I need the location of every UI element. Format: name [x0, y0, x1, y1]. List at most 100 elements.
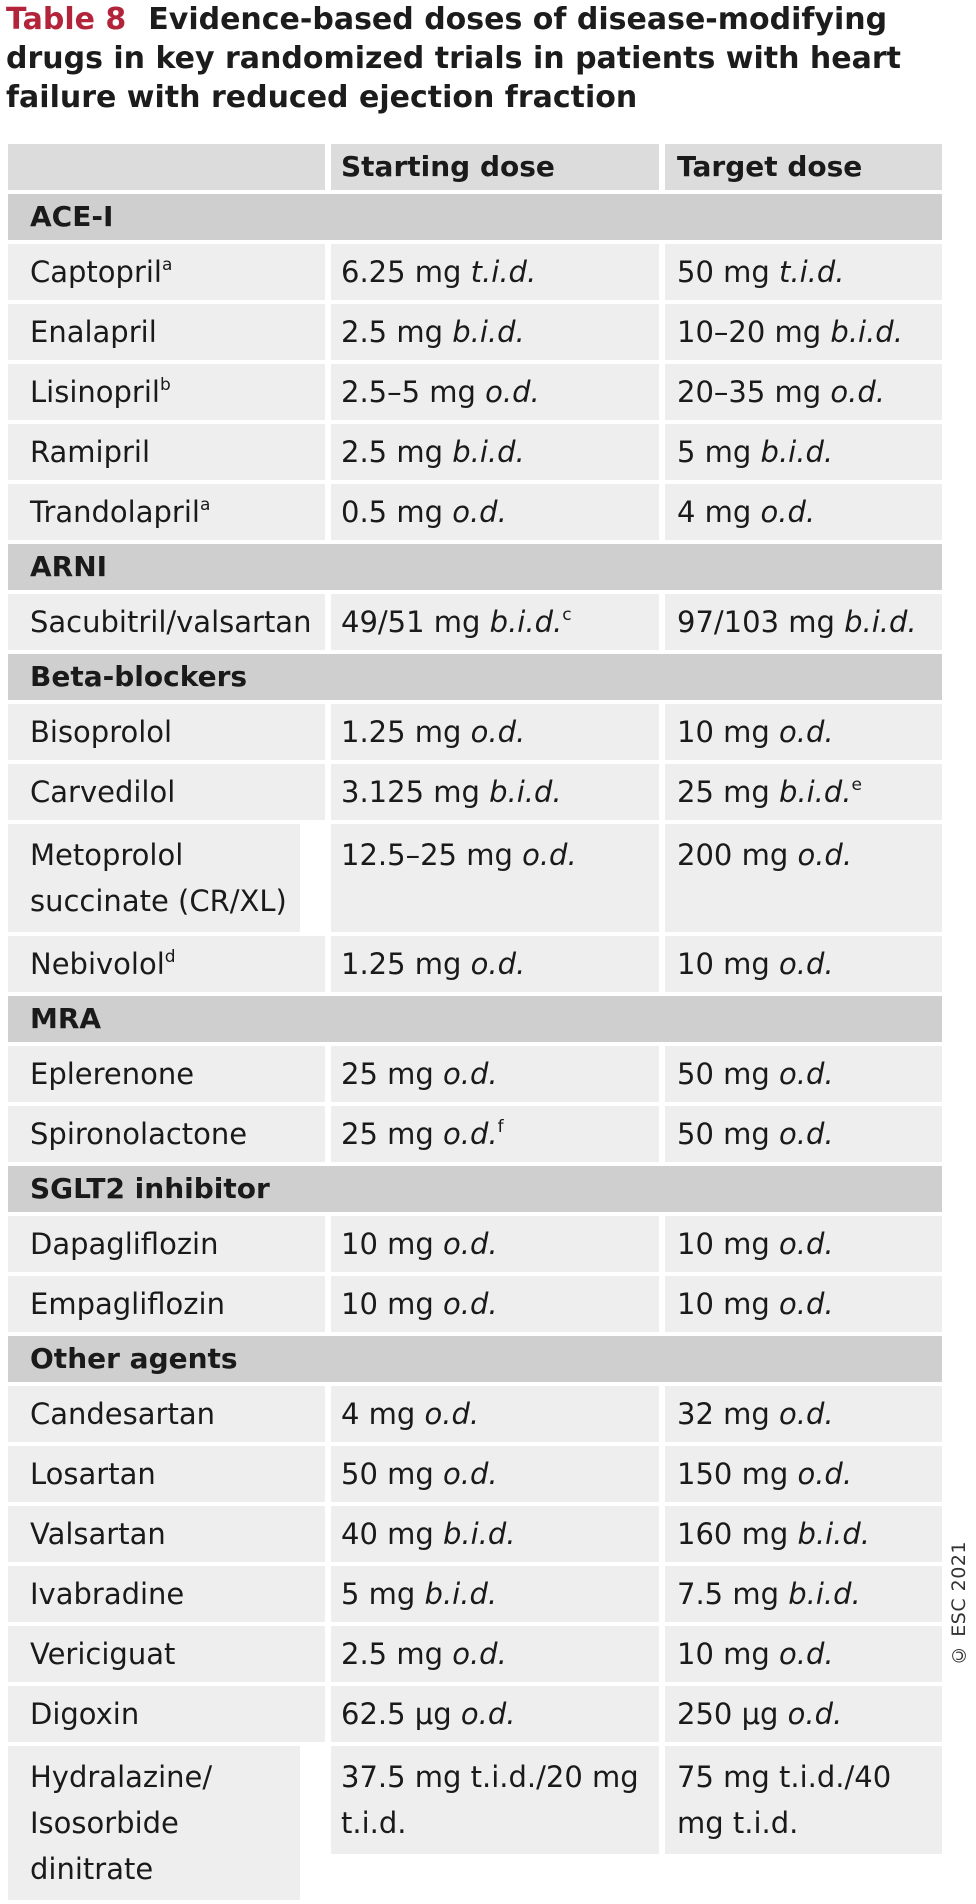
section-title: ACE-I [8, 194, 942, 240]
dose-table: Starting dose Target dose ACE-I Captopril… [8, 140, 942, 1904]
drug-name-cell: Hydralazine/ Isosorbide dinitrate [8, 1746, 300, 1900]
drug-name-cell: Losartan [8, 1446, 325, 1502]
starting-dose-cell-amount: 1.25 mg [341, 715, 462, 749]
starting-dose-cell-amount: 1.25 mg [341, 947, 462, 981]
table-row: Empagliflozin 10 mg o.d. 10 mg o.d. [8, 1276, 942, 1332]
target-dose-cell: 7.5 mg b.i.d. [665, 1566, 942, 1622]
target-dose-cell-amount: 50 mg [677, 1117, 770, 1151]
starting-dose-cell: 2.5–5 mg o.d. [331, 364, 659, 420]
starting-dose-cell-frequency: o.d. [443, 1117, 498, 1151]
target-dose-cell-frequency: o.d. [779, 947, 834, 981]
target-dose-cell-amount: 4 mg [677, 495, 752, 529]
starting-dose-cell-amount: 5 mg [341, 1577, 416, 1611]
target-dose-cell-frequency: o.d. [779, 1057, 834, 1091]
drug-name: Hydralazine/ Isosorbide dinitrate [30, 1760, 213, 1886]
target-dose-cell-frequency: o.d. [779, 1227, 834, 1261]
table-row: Trandolaprila 0.5 mg o.d. 4 mg o.d. [8, 484, 942, 540]
target-dose-cell-frequency: b.i.d. [797, 1517, 870, 1551]
starting-dose-cell: 2.5 mg b.i.d. [331, 424, 659, 480]
target-dose-cell: 10 mg o.d. [665, 936, 942, 992]
target-dose-cell-amount: 160 mg [677, 1517, 789, 1551]
target-dose-cell: 10 mg o.d. [665, 1216, 942, 1272]
starting-dose-cell: 4 mg o.d. [331, 1386, 659, 1442]
table-row: Valsartan 40 mg b.i.d. 160 mg b.i.d. [8, 1506, 942, 1562]
target-dose-cell: 160 mg b.i.d. [665, 1506, 942, 1562]
target-dose-cell: 10 mg o.d. [665, 1276, 942, 1332]
starting-dose-cell: 2.5 mg o.d. [331, 1626, 659, 1682]
target-dose-cell: 200 mg o.d. [665, 824, 942, 932]
target-dose-cell: 250 μg o.d. [665, 1686, 942, 1742]
table-row: Ramipril 2.5 mg b.i.d. 5 mg b.i.d. [8, 424, 942, 480]
section-title: Beta-blockers [8, 654, 942, 700]
target-dose-cell-amount: 25 mg [677, 775, 770, 809]
starting-dose-cell: 40 mg b.i.d. [331, 1506, 659, 1562]
drug-footnote: a [162, 255, 173, 275]
drug-name-cell: Vericiguat [8, 1626, 325, 1682]
table-caption: Evidence-based doses of disease-modifyin… [6, 2, 901, 115]
target-dose-cell-frequency: o.d. [779, 1117, 834, 1151]
drug-name-cell: Valsartan [8, 1506, 325, 1562]
starting-dose-cell: 1.25 mg o.d. [331, 704, 659, 760]
drug-name-cell: Nebivolold [8, 936, 325, 992]
target-dose-cell-frequency: o.d. [787, 1697, 843, 1731]
starting-dose-cell-amount: 2.5–5 mg [341, 375, 476, 409]
target-dose-cell-amount: 10 mg [677, 1637, 770, 1671]
starting-dose-cell-frequency: o.d. [485, 375, 540, 409]
drug-footnote: d [164, 947, 176, 967]
drug-name: Carvedilol [30, 775, 176, 809]
drug-name: Enalapril [30, 315, 157, 349]
starting-dose-cell: 49/51 mg b.i.d.c [331, 594, 659, 650]
target-dose-cell-frequency: b.i.d. [760, 435, 834, 469]
table-row: Spironolactone 25 mg o.d.f 50 mg o.d. [8, 1106, 942, 1162]
starting-dose-cell-frequency: o.d. [443, 1057, 498, 1091]
drug-name-cell: Candesartan [8, 1386, 325, 1442]
drug-name: Empagliflozin [30, 1287, 225, 1321]
starting-dose-cell: 10 mg o.d. [331, 1276, 659, 1332]
starting-dose-cell: 2.5 mg b.i.d. [331, 304, 659, 360]
target-dose-cell: 10 mg o.d. [665, 704, 942, 760]
drug-name: Candesartan [30, 1397, 215, 1431]
target-dose-cell-frequency: b.i.d. [779, 775, 852, 809]
drug-name-cell: Trandolaprila [8, 484, 325, 540]
section-row: ACE-I [8, 194, 942, 240]
target-dose-cell: 97/103 mg b.i.d. [665, 594, 942, 650]
section-title: MRA [8, 996, 942, 1042]
target-dose-cell: 50 mg t.i.d. [665, 244, 942, 300]
target-dose-cell-frequency: o.d. [779, 1397, 834, 1431]
starting-dose-cell-footnote: f [497, 1117, 504, 1137]
header-target-dose: Target dose [665, 144, 942, 190]
table-body: ACE-I Captoprila 6.25 mg t.i.d. 50 mg t.i.d… [8, 194, 942, 1900]
table-row: Sacubitril/valsartan 49/51 mg b.i.d.c 97/1… [8, 594, 942, 650]
starting-dose-cell: 10 mg o.d. [331, 1216, 659, 1272]
target-dose-cell-amount: 20–35 mg [677, 375, 822, 409]
starting-dose-cell: 50 mg o.d. [331, 1446, 659, 1502]
starting-dose-cell-frequency: b.i.d. [452, 315, 525, 349]
drug-footnote: a [199, 495, 211, 515]
table-row: Dapagliflozin 10 mg o.d. 10 mg o.d. [8, 1216, 942, 1272]
drug-name-cell: Empagliflozin [8, 1276, 325, 1332]
starting-dose-cell-frequency: o.d. [470, 947, 526, 981]
table-row: Captoprila 6.25 mg t.i.d. 50 mg t.i.d. [8, 244, 942, 300]
drug-name-cell: Enalapril [8, 304, 325, 360]
table-row: Vericiguat 2.5 mg o.d. 10 mg o.d. [8, 1626, 942, 1682]
drug-name: Trandolapril [30, 495, 200, 529]
table-row: Ivabradine 5 mg b.i.d. 7.5 mg b.i.d. [8, 1566, 942, 1622]
starting-dose-cell-amount: 25 mg [341, 1057, 434, 1091]
table-row: Metoprolol succinate (CR/XL) 12.5–25 mg o… [8, 824, 942, 932]
drug-footnote: b [159, 375, 171, 395]
target-dose-cell: 50 mg o.d. [665, 1046, 942, 1102]
starting-dose-cell-frequency: b.i.d. [452, 435, 525, 469]
starting-dose-cell-amount: 37.5 mg t.i.d./20 mg t.i.d. [341, 1760, 639, 1840]
drug-name-cell: Bisoprolol [8, 704, 325, 760]
starting-dose-cell-frequency: o.d. [443, 1227, 498, 1261]
starting-dose-cell-frequency: b.i.d. [489, 775, 562, 809]
target-dose-cell: 150 mg o.d. [665, 1446, 942, 1502]
starting-dose-cell-amount: 3.125 mg [341, 775, 480, 809]
table-row: Candesartan 4 mg o.d. 32 mg o.d. [8, 1386, 942, 1442]
drug-name: Lisinopril [30, 375, 160, 409]
starting-dose-cell-frequency: b.i.d. [424, 1577, 498, 1611]
target-dose-cell: 50 mg o.d. [665, 1106, 942, 1162]
drug-name-cell: Metoprolol succinate (CR/XL) [8, 824, 300, 932]
drug-name-cell: Sacubitril/valsartan [8, 594, 325, 650]
target-dose-cell-amount: 200 mg [677, 838, 789, 872]
